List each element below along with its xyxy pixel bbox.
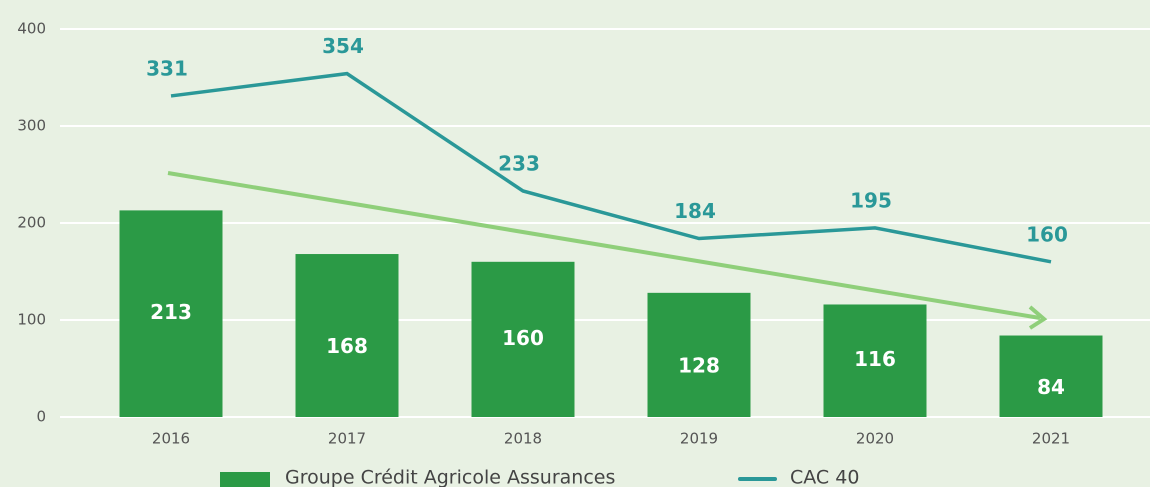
bar-label: 213	[150, 300, 192, 324]
line	[170, 71, 1052, 264]
bar-label: 116	[854, 347, 896, 371]
line-label: 195	[850, 188, 892, 212]
bar-label: 160	[502, 326, 544, 350]
bar	[471, 261, 575, 417]
y-tick-label: 200	[17, 214, 46, 232]
x-tick-label: 2019	[680, 430, 718, 448]
bar	[823, 304, 927, 417]
line-label: 354	[322, 34, 364, 58]
bar-label: 168	[326, 334, 368, 358]
bar	[647, 292, 751, 417]
x-tick-label: 2021	[1032, 430, 1070, 448]
y-tick-label: 0	[36, 408, 46, 426]
bar	[999, 335, 1103, 417]
x-tick-label: 2020	[856, 430, 894, 448]
x-tick-label: 2018	[504, 430, 542, 448]
bar	[119, 210, 223, 417]
line-label: 331	[146, 56, 188, 80]
line-label: 233	[498, 151, 540, 175]
lines: 331 354 233 184 195 160	[146, 34, 1068, 264]
bar-label: 84	[1037, 375, 1065, 399]
bars: 213 168 160 128 116 84	[119, 210, 1103, 417]
legend-label: CAC 40	[790, 467, 859, 487]
bar	[295, 254, 399, 417]
x-tick-label: 2017	[328, 430, 366, 448]
legend-label: Groupe Crédit Agricole Assurances	[285, 467, 615, 487]
y-tick-label: 100	[17, 311, 46, 329]
x-tick-label: 2016	[152, 430, 190, 448]
y-tick-label: 400	[17, 20, 46, 38]
trend-arrow	[167, 171, 1048, 330]
trend-line	[167, 171, 1041, 320]
line-label: 160	[1026, 222, 1068, 246]
legend: Groupe Crédit Agricole Assurances CAC 40	[220, 467, 859, 487]
legend-swatch	[220, 472, 270, 487]
y-tick-label: 300	[17, 117, 46, 135]
trend-head	[1028, 305, 1048, 330]
grid: 0 100 200 300 400 2016 2017 2018 2019 2020 2021	[17, 20, 1150, 448]
bar-label: 128	[678, 353, 720, 377]
line-label: 184	[674, 199, 716, 223]
